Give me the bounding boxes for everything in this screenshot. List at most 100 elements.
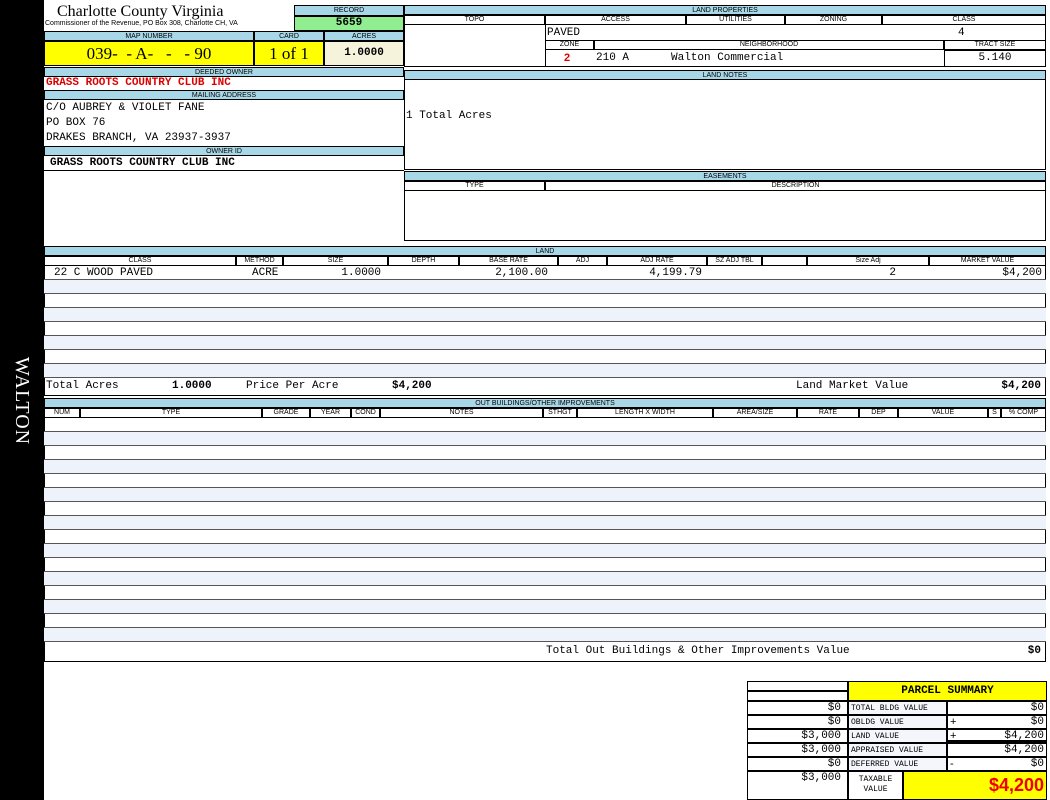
mailing-address-label: MAILING ADDRESS [44, 90, 404, 100]
outbuilding-row[interactable] [44, 558, 1046, 572]
land-cell-adj-rate: 4,199.79 [649, 267, 702, 279]
mailing-line-3: DRAKES BRANCH, VA 23937-3937 [46, 132, 231, 144]
outbuilding-row[interactable] [44, 600, 1046, 614]
land-col-header [762, 256, 807, 266]
outbuilding-col-header: VALUE [898, 408, 988, 418]
summary-operator: + [950, 730, 957, 742]
neighborhood-code: 210 A [596, 52, 630, 64]
land-row[interactable] [44, 294, 1046, 308]
land-row[interactable] [44, 364, 1046, 378]
outbuilding-col-header: YEAR [310, 408, 351, 418]
col-utilities: UTILITIES [686, 15, 785, 25]
land-row[interactable] [44, 280, 1046, 294]
outbuilding-row[interactable] [44, 586, 1046, 600]
land-row[interactable] [44, 322, 1046, 336]
summary-value: $4,200 [1004, 730, 1044, 742]
record-label: RECORD [294, 5, 404, 16]
outbuilding-row[interactable] [44, 614, 1046, 628]
outbuilding-row[interactable] [44, 628, 1046, 642]
land-row[interactable] [44, 336, 1046, 350]
summary-row-value-cell: $0 [947, 701, 1047, 715]
land-properties-label: LAND PROPERTIES [404, 5, 1046, 15]
record-value: 5659 [294, 16, 404, 31]
outbuilding-row[interactable] [44, 418, 1046, 432]
outbuilding-row[interactable] [44, 446, 1046, 460]
outbuilding-col-header: GRADE [262, 408, 310, 418]
land-cell-size: 1.0000 [341, 267, 381, 279]
outbuilding-col-header: RATE [797, 408, 859, 418]
outbuilding-row[interactable] [44, 544, 1046, 558]
deeded-owner-value: GRASS ROOTS COUNTRY CLUB INC [46, 77, 231, 89]
total-acres-label: Total Acres [46, 380, 119, 392]
outbuilding-row[interactable] [44, 572, 1046, 586]
land-row[interactable] [44, 350, 1046, 364]
price-per-acre-value: $4,200 [392, 380, 432, 392]
land-col-header: CLASS [44, 256, 236, 266]
summary-value: $4,200 [1004, 744, 1044, 756]
acres-label: ACRES [324, 31, 404, 41]
outbuilding-col-header: COND [351, 408, 380, 418]
easement-col-description: DESCRIPTION [545, 181, 1046, 191]
outbuilding-row[interactable] [44, 516, 1046, 530]
acres-value: 1.0000 [324, 41, 404, 66]
summary-prior-value: $3,000 [747, 743, 848, 757]
summary-row-label: OBLDG VALUE [848, 715, 947, 729]
summary-prior-value: $0 [747, 757, 848, 771]
summary-prior-value: $0 [747, 715, 848, 729]
land-row[interactable] [44, 266, 1046, 280]
sidebar-label: WALTON [11, 356, 33, 446]
outbuilding-col-header: DEP [859, 408, 898, 418]
col-access: ACCESS [545, 15, 686, 25]
land-cell-size-adj: 2 [889, 267, 896, 279]
outbuilding-col-header: % COMP [1001, 408, 1046, 418]
outbuilding-col-header: S [988, 408, 1001, 418]
land-col-header: SIZE [283, 256, 388, 266]
summary-row-label: TOTAL BLDG VALUE [848, 701, 947, 715]
class-value: 4 [958, 27, 965, 39]
summary-row-value-cell: $4,200 [947, 743, 1047, 757]
land-cell-class: 22 C WOOD PAVED [54, 267, 154, 279]
summary-row-value-cell: - $0 [947, 757, 1047, 771]
map-number-value: 039- - A- - - 90 [44, 41, 254, 66]
mailing-line-1: C/O AUBREY & VIOLET FANE [46, 102, 205, 114]
outbuildings-total-value: $0 [1027, 645, 1041, 657]
land-cell-base-rate: 2,100.00 [495, 267, 548, 279]
outbuilding-row[interactable] [44, 432, 1046, 446]
zone-label: ZONE [545, 40, 594, 50]
outbuilding-row[interactable] [44, 460, 1046, 474]
outbuildings-total-label: Total Out Buildings & Other Improvements… [546, 645, 850, 657]
outbuilding-row[interactable] [44, 488, 1046, 502]
sidebar [0, 0, 44, 800]
land-col-header: METHOD [236, 256, 283, 266]
total-acres-value: 1.0000 [172, 380, 212, 392]
map-number-label: MAP NUMBER [44, 31, 254, 41]
land-notes-panel [404, 70, 1046, 170]
divider [44, 170, 404, 171]
easements-label: EASEMENTS [404, 171, 1046, 181]
land-row[interactable] [44, 308, 1046, 322]
outbuilding-col-header: AREA/SIZE [713, 408, 797, 418]
outbuilding-row[interactable] [44, 530, 1046, 544]
taxable-value: $4,200 [903, 771, 1047, 800]
summary-blank [747, 691, 848, 701]
summary-blank [747, 681, 848, 691]
parcel-summary-title: PARCEL SUMMARY [848, 681, 1047, 701]
outbuilding-row[interactable] [44, 474, 1046, 488]
outbuilding-row[interactable] [44, 502, 1046, 516]
easement-col-type: TYPE [404, 181, 545, 191]
land-cell-market-value: $4,200 [1002, 267, 1042, 279]
deeded-owner-label: DEEDED OWNER [44, 67, 404, 77]
land-col-header: BASE RATE [459, 256, 558, 266]
tract-size-label: TRACT SIZE [944, 40, 1046, 50]
outbuilding-col-header: NOTES [380, 408, 543, 418]
card-value: 1 of 1 [254, 41, 324, 66]
summary-row-label: DEFERRED VALUE [848, 757, 947, 771]
col-class: CLASS [882, 15, 1046, 25]
neighborhood-value: Walton Commercial [671, 52, 784, 64]
outbuilding-col-header: NUM [44, 408, 80, 418]
land-col-header: SZ ADJ TBL [707, 256, 762, 266]
land-col-header: ADJ [558, 256, 607, 266]
land-cell-method: ACRE [252, 267, 279, 279]
outbuilding-col-header: TYPE [80, 408, 262, 418]
summary-row-value-cell: + $4,200 [947, 729, 1047, 743]
